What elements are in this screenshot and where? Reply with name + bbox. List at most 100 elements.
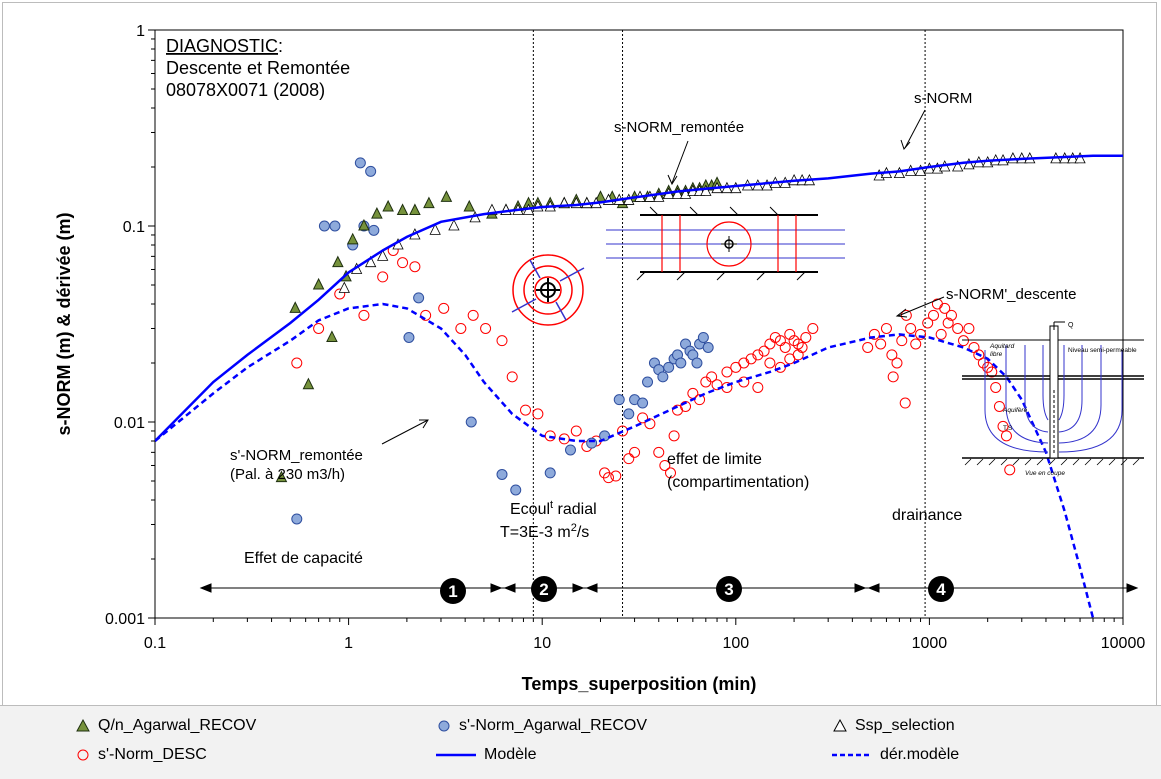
data-point-s-norm-agarwal-recov [623,408,635,420]
data-point-s-norm-desc [997,420,1009,432]
x-tick-label: 0.1 [144,635,166,652]
y-tick-label: 0.1 [123,219,145,236]
legend-item-q-n-agarwal: Q/n_Agarwal_RECOV [76,717,256,735]
data-point-ssp-selection [377,249,389,261]
data-point-s-norm-desc [887,371,899,383]
data-point-s-norm-desc [973,349,985,361]
data-point-q-n-agarwal-recov [275,470,288,483]
data-point-s-norm-agarwal-recov [663,361,675,373]
svg-text:Aquifère: Aquifère [1002,407,1028,414]
data-point-s-norm-desc [520,404,532,416]
data-point-s-norm-desc [758,345,770,357]
data-point-ssp-selection [338,281,350,293]
series-line-d-r-mod-le [155,302,1095,618]
legend-item-der-modele: dér.modèle [832,746,959,764]
data-point-s-norm-desc [496,335,508,347]
data-point-s-norm-desc [397,257,409,269]
data-point-s-norm-desc [752,349,764,361]
compartment-flow-icon [606,206,845,281]
data-point-s-norm-desc [939,302,951,314]
data-point-q-n-agarwal-recov [409,203,421,215]
phase-arrowhead-right-3 [854,583,867,593]
leaky-aquifer-inset: Q Aquitard libre Niveau semi-perméable A… [962,321,1144,477]
legend-label: dér.modèle [880,746,960,763]
data-point-ssp-selection [963,158,975,170]
data-point-s-norm-desc [602,472,614,484]
data-point-s-norm-desc [774,361,786,373]
series-line-mod-le [155,154,1123,442]
data-point-ssp-selection [671,187,684,199]
annotation-compartimentation: (compartimentation) [667,474,809,491]
data-point-s-norm-desc [659,459,671,471]
phase-badge-4: 4 [928,576,954,602]
data-point-s-norm-desc [952,322,964,334]
line-dashed-icon [832,753,872,757]
legend-item-s-prime-desc: s'-Norm_DESC [76,746,207,764]
data-point-s-norm-desc [377,271,389,283]
data-point-q-n-agarwal-recov [440,190,453,202]
data-point-q-n-agarwal-recov [346,232,359,245]
data-point-s-norm-agarwal-recov [637,397,649,409]
data-point-s-norm-desc [700,376,712,388]
phase-badge-2: 2 [531,576,557,602]
data-point-s-norm-agarwal-recov [365,165,377,177]
x-tick-label: 10 [533,635,551,652]
arrowhead-s-norm [900,139,911,150]
data-point-s-norm-desc [617,425,629,437]
data-point-q-n-agarwal-recov [382,199,394,212]
data-point-q-n-agarwal-recov [396,203,409,215]
legend-label: Q/n_Agarwal_RECOV [98,717,257,734]
data-point-s-norm-desc [623,453,635,465]
data-point-s-norm-agarwal-recov [496,468,508,480]
data-point-q-n-agarwal-recov [463,199,476,212]
data-point-s-norm-desc [868,328,880,340]
data-point-s-norm-desc [862,341,874,353]
data-point-s-norm-desc [910,338,922,350]
annotation-s-prime-remontee: s'-NORM_remontée [230,447,363,464]
y-tick-label: 0.001 [105,611,145,628]
phase-arrowhead-left-4 [867,583,880,593]
data-point-s-norm-agarwal-recov [318,220,330,232]
data-point-s-norm-agarwal-recov [697,331,709,343]
data-point-q-n-agarwal-recov [312,277,325,290]
data-point-s-norm-desc [942,317,954,329]
data-point-s-norm-desc [875,338,887,350]
radial-flow-icon [511,254,585,326]
data-point-s-norm-desc [891,357,903,369]
axes-layer: 0.1 1 10 100 1000 10000 0.001 0.01 0.1 1 Temps_sup… [54,23,1145,694]
data-point-s-norm-desc [922,317,934,329]
data-point-ssp-selection [730,181,742,194]
data-point-s-norm-desc [764,357,776,369]
plot-area [154,29,1124,619]
arrowhead-s-prime-remontee [419,419,429,429]
svg-text:Niveau semi-perméable: Niveau semi-perméable [1068,347,1137,354]
x-tick-label: 100 [722,635,749,652]
data-point-s-norm-agarwal-recov [510,484,522,496]
x-tick-label: 1 [344,635,353,652]
x-tick-label: 1000 [912,635,948,652]
data-point-s-norm-desc [637,412,649,424]
legend-item-modele: Modèle [436,746,536,764]
data-point-s-norm-agarwal-recov [613,394,625,406]
data-point-s-norm-desc [738,357,750,369]
data-point-s-norm-desc [784,328,796,340]
data-point-ssp-selection [700,184,712,196]
annotation-transmissivity: T=3E-3 m2/s [500,522,589,541]
data-point-s-norm-desc [986,366,998,378]
data-point-s-norm-desc [706,371,718,383]
data-point-s-norm-agarwal-recov [403,331,415,343]
arrow-s-norm [904,109,926,149]
data-point-s-norm-desc [438,302,450,314]
arrowhead-s-norm-remontee [667,174,678,186]
data-point-s-norm-desc [467,309,479,321]
arrowhead-s-norm-prime-descente [895,308,908,318]
data-point-q-n-agarwal-recov [423,196,435,209]
data-point-s-norm-desc [610,470,622,482]
data-point-s-norm-desc [532,408,544,420]
svg-text:T,S: T,S [1003,425,1013,432]
phase-arrowhead-left-3 [585,583,598,593]
legend-item-s-prime-agarwal: s'-Norm_Agarwal_RECOV [437,717,647,735]
data-point-s-norm-desc [905,322,917,334]
data-point-q-n-agarwal-recov [326,330,338,342]
circle-open-icon [77,749,89,761]
